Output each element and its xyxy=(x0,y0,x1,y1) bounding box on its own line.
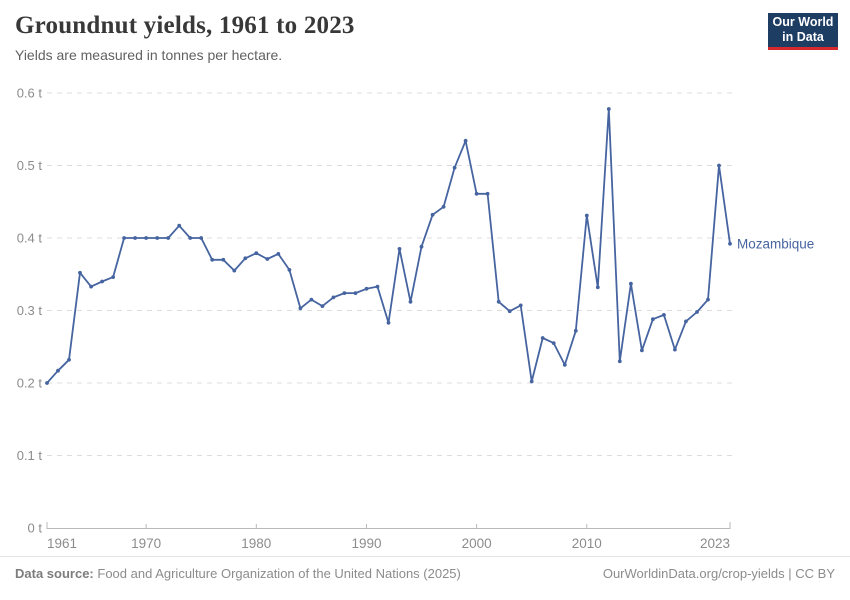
data-point xyxy=(441,204,446,209)
y-tick-label: 0.4 t xyxy=(17,231,43,246)
data-point xyxy=(78,270,82,275)
series-label-mozambique: Mozambique xyxy=(737,236,814,251)
data-point xyxy=(254,251,259,256)
x-tick-label: 1980 xyxy=(241,536,271,551)
data-point xyxy=(111,275,115,279)
data-point xyxy=(397,247,402,251)
data-point xyxy=(364,286,369,291)
data-point xyxy=(386,320,391,325)
data-point xyxy=(100,279,104,284)
owid-logo-line1: Our World xyxy=(772,15,834,29)
data-point xyxy=(496,299,501,304)
data-point xyxy=(298,306,303,311)
data-point xyxy=(342,291,347,295)
y-axis-labels: 0 t 0.1 t 0.2 t 0.3 t 0.4 t 0.5 t 0.6 t xyxy=(17,86,43,536)
data-source-label: Data source: xyxy=(15,566,94,581)
data-point xyxy=(695,310,699,314)
data-point xyxy=(529,379,534,384)
y-gridlines xyxy=(47,92,734,456)
data-point xyxy=(166,236,171,240)
data-point xyxy=(45,381,49,385)
y-tick-label: 0.5 t xyxy=(17,158,43,173)
x-tick-label: 1970 xyxy=(131,536,161,551)
data-point xyxy=(287,268,292,272)
data-point xyxy=(122,236,126,240)
data-point xyxy=(452,165,457,170)
data-point xyxy=(717,163,721,168)
owid-logo-line2: in Data xyxy=(782,29,824,44)
data-point xyxy=(573,328,578,333)
data-point xyxy=(199,236,204,240)
data-point xyxy=(133,236,138,240)
x-tick-label: 2010 xyxy=(572,536,602,551)
data-point xyxy=(617,359,622,364)
x-tick-label: 1990 xyxy=(351,536,381,551)
data-point xyxy=(419,244,424,249)
data-point xyxy=(276,252,281,256)
data-point xyxy=(89,284,93,289)
data-point xyxy=(320,304,325,308)
footer: Data source: Food and Agriculture Organi… xyxy=(15,566,835,581)
data-point xyxy=(728,241,732,246)
data-point xyxy=(243,256,248,261)
data-point xyxy=(629,281,633,286)
chart-subtitle: Yields are measured in tonnes per hectar… xyxy=(15,47,283,63)
data-point xyxy=(540,336,545,340)
data-point xyxy=(353,291,358,295)
y-tick-label: 0.2 t xyxy=(17,376,43,391)
credit-link[interactable]: OurWorldinData.org/crop-yields | CC BY xyxy=(602,566,835,581)
data-point xyxy=(507,309,512,314)
data-point xyxy=(485,191,490,196)
data-point xyxy=(56,368,60,373)
data-points-mozambique xyxy=(45,107,732,385)
data-point xyxy=(551,341,556,345)
y-tick-label: 0.1 t xyxy=(17,448,43,463)
data-point xyxy=(144,236,149,240)
data-point xyxy=(309,297,314,302)
data-point xyxy=(562,363,567,367)
data-point xyxy=(595,285,600,290)
owid-logo: Our World in Data xyxy=(768,13,838,50)
data-point xyxy=(651,317,655,322)
data-point xyxy=(155,236,160,240)
data-point xyxy=(518,303,523,308)
data-source-text: Food and Agriculture Organization of the… xyxy=(97,566,461,581)
data-point xyxy=(430,212,435,217)
data-source: Data source: Food and Agriculture Organi… xyxy=(15,566,461,581)
data-point xyxy=(177,223,182,228)
data-point xyxy=(331,295,336,300)
data-point xyxy=(375,284,380,289)
data-point xyxy=(706,297,710,302)
x-axis: 1961 1970 1980 1990 2000 2010 2023 xyxy=(46,522,731,551)
data-point xyxy=(640,348,644,353)
chart-header: Groundnut yields, 1961 to 2023 Yields ar… xyxy=(15,12,750,63)
x-tick-label: 2000 xyxy=(462,536,492,551)
footer-divider xyxy=(0,556,850,557)
data-point xyxy=(221,257,226,262)
y-tick-label: 0.6 t xyxy=(17,86,43,101)
data-point xyxy=(67,357,71,362)
x-tick-label: 1961 xyxy=(47,536,77,551)
data-point xyxy=(684,319,688,324)
data-point xyxy=(606,107,611,111)
chart-title: Groundnut yields, 1961 to 2023 xyxy=(15,12,355,39)
data-point xyxy=(210,257,215,262)
y-tick-label: 0 t xyxy=(28,521,43,536)
data-point xyxy=(662,313,666,317)
data-point xyxy=(188,236,193,240)
data-point xyxy=(463,138,468,143)
x-tick-label: 2023 xyxy=(700,536,730,551)
data-point xyxy=(474,191,479,196)
data-point xyxy=(408,299,413,304)
y-tick-label: 0.3 t xyxy=(17,303,43,318)
data-point xyxy=(584,213,589,218)
data-line-mozambique xyxy=(46,108,731,384)
data-point xyxy=(265,257,270,261)
data-point xyxy=(673,347,677,352)
data-point xyxy=(232,268,237,273)
